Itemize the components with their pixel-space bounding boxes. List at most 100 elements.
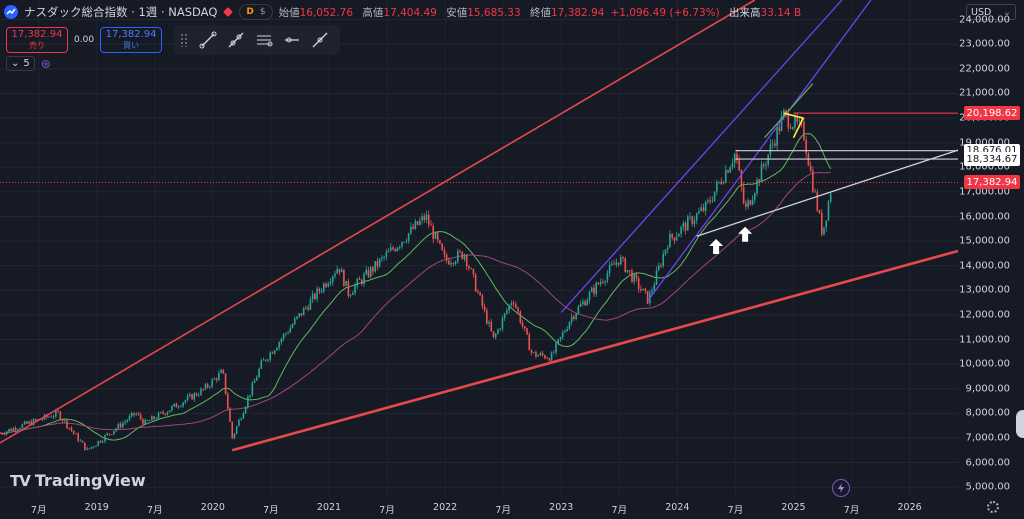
candle bbox=[622, 256, 624, 262]
price-tick: 11,000.00 bbox=[959, 334, 1010, 346]
extended-line-tool-icon[interactable] bbox=[306, 28, 334, 52]
candle-body bbox=[544, 355, 546, 359]
symbol-pill[interactable]: D $ bbox=[239, 4, 273, 20]
candle-body bbox=[597, 282, 600, 285]
candle bbox=[280, 337, 283, 346]
candle bbox=[470, 267, 472, 270]
buy-button[interactable]: 17,382.94 買い bbox=[100, 27, 163, 53]
trendline-tool-icon[interactable] bbox=[194, 28, 222, 52]
candle bbox=[75, 432, 77, 435]
candle bbox=[633, 272, 636, 285]
candle-body bbox=[25, 421, 28, 424]
candle-body bbox=[271, 352, 274, 354]
candle bbox=[218, 370, 220, 382]
candle-body bbox=[521, 322, 524, 327]
horizontal-line-tool-icon[interactable] bbox=[278, 28, 306, 52]
candle-body bbox=[302, 307, 305, 316]
candle-body bbox=[218, 372, 220, 381]
candle-body bbox=[396, 247, 399, 252]
candle bbox=[70, 426, 73, 432]
candle-body bbox=[570, 316, 573, 322]
candle-body bbox=[789, 127, 792, 129]
candle-body bbox=[32, 419, 35, 426]
candle-body bbox=[70, 427, 73, 431]
candle bbox=[767, 154, 769, 168]
time-tick: 2026 bbox=[897, 502, 922, 513]
candle-body bbox=[247, 396, 249, 407]
sell-label: 売り bbox=[29, 41, 45, 50]
candle bbox=[113, 430, 115, 436]
chevron-down-icon: ⌄ bbox=[11, 58, 20, 69]
candle-body bbox=[791, 127, 794, 129]
candle-body bbox=[17, 429, 19, 431]
candle-body bbox=[146, 419, 149, 421]
candle bbox=[642, 288, 644, 291]
candle-body bbox=[709, 200, 711, 202]
candle bbox=[401, 241, 403, 250]
candle-body bbox=[680, 226, 682, 234]
candle bbox=[577, 304, 580, 315]
parallel-channel-tool-icon[interactable] bbox=[250, 28, 278, 52]
candle-body bbox=[477, 291, 479, 293]
candle bbox=[220, 368, 222, 374]
candle bbox=[680, 225, 682, 238]
candle-body bbox=[787, 113, 790, 128]
drag-handle-icon[interactable] bbox=[180, 33, 189, 47]
candle bbox=[774, 139, 776, 149]
candle bbox=[570, 313, 573, 326]
candle bbox=[809, 161, 812, 173]
candle bbox=[747, 198, 749, 210]
candle-body bbox=[3, 433, 6, 435]
candle bbox=[12, 427, 15, 432]
candle bbox=[573, 314, 575, 321]
candle bbox=[548, 357, 551, 362]
indicator-settings-icon[interactable]: ⊛ bbox=[40, 56, 51, 71]
candle bbox=[171, 405, 173, 412]
candle-body bbox=[642, 288, 644, 291]
ray-tool-icon[interactable] bbox=[222, 28, 250, 52]
candle bbox=[398, 245, 401, 250]
candle bbox=[421, 212, 423, 225]
candle bbox=[95, 445, 97, 447]
candle-body bbox=[325, 283, 327, 287]
candle bbox=[434, 231, 437, 240]
candle bbox=[539, 351, 542, 356]
candle-body bbox=[555, 343, 557, 353]
candle-body bbox=[106, 433, 108, 436]
candle bbox=[389, 243, 392, 252]
candle bbox=[302, 306, 305, 316]
candle-body bbox=[28, 421, 30, 424]
symbol-title[interactable]: ナスダック総合指数 · 1週 · NASDAQ bbox=[24, 5, 218, 19]
lightning-icon[interactable] bbox=[832, 479, 850, 497]
candle bbox=[691, 215, 694, 227]
close-value: 17,382.94 bbox=[551, 6, 605, 19]
price-tick: 15,000.00 bbox=[959, 235, 1010, 247]
candle bbox=[695, 212, 698, 225]
candle-body bbox=[197, 395, 200, 396]
side-panel-toggle[interactable] bbox=[1016, 410, 1024, 438]
currency-selector[interactable]: USD ⌄ bbox=[966, 4, 1016, 20]
candle bbox=[412, 223, 414, 230]
up-arrow-icon bbox=[709, 239, 724, 255]
candle bbox=[736, 149, 738, 165]
candle bbox=[682, 220, 685, 232]
indicator-toggle[interactable]: ⌄ 5 bbox=[6, 56, 35, 71]
candle bbox=[517, 306, 519, 314]
candle-body bbox=[231, 421, 234, 439]
candle-body bbox=[492, 331, 495, 338]
candle-body bbox=[300, 313, 303, 316]
candle-body bbox=[553, 352, 555, 354]
candle-body bbox=[162, 411, 164, 414]
candle bbox=[186, 393, 189, 402]
candle bbox=[582, 298, 584, 307]
candle bbox=[655, 266, 658, 286]
candle bbox=[52, 414, 55, 420]
sell-button[interactable]: 17,382.94 売り bbox=[6, 27, 68, 53]
candle bbox=[468, 264, 470, 272]
close-label: 終値 bbox=[530, 6, 551, 19]
settings-gear-icon[interactable] bbox=[987, 501, 999, 513]
candle-body bbox=[21, 424, 24, 429]
candle-body bbox=[637, 278, 640, 290]
candle-body bbox=[14, 428, 17, 431]
